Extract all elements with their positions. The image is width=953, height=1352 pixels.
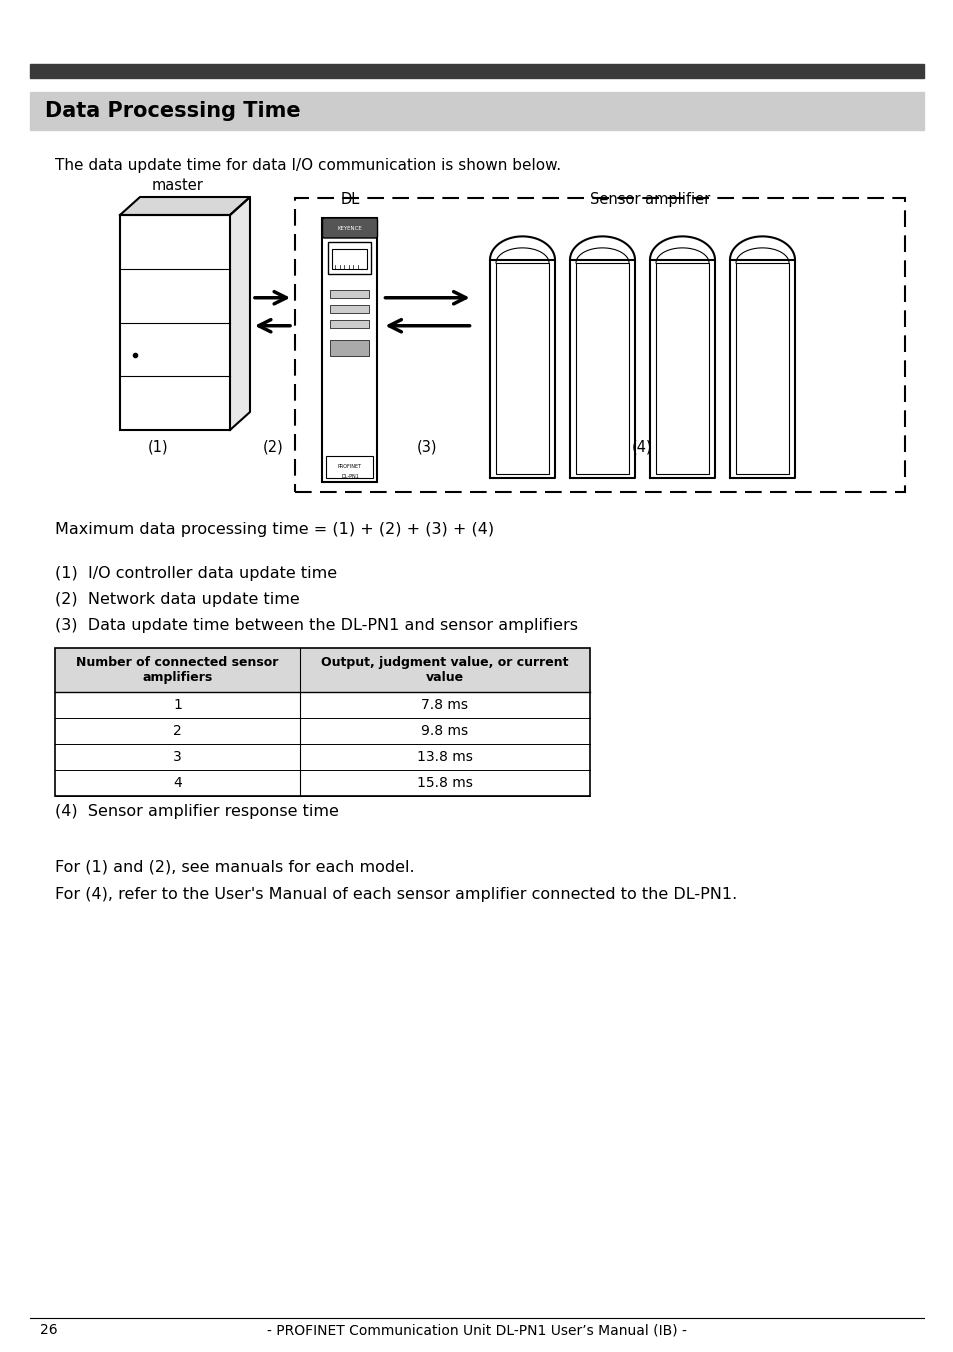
Text: DL-PN1: DL-PN1 [341,475,358,480]
Text: 2: 2 [172,725,182,738]
Text: (3)  Data update time between the DL-PN1 and sensor amplifiers: (3) Data update time between the DL-PN1 … [55,618,578,633]
Text: (4)  Sensor amplifier response time: (4) Sensor amplifier response time [55,804,338,819]
Bar [55,648,589,796]
Text: For (4), refer to the User's Manual of each sensor amplifier connected to the DL: For (4), refer to the User's Manual of e… [55,887,737,902]
Text: 15.8 ms: 15.8 ms [416,776,473,790]
Bar [120,215,230,430]
Text: Sensor amplifier: Sensor amplifier [589,192,709,207]
Text: 9.8 ms: 9.8 ms [421,725,468,738]
Text: master: master [152,178,204,193]
Text: Maximum data processing time = (1) + (2) + (3) + (4): Maximum data processing time = (1) + (2)… [55,522,494,537]
Text: (4): (4) [632,439,652,456]
Text: (3): (3) [416,439,437,456]
Polygon shape [230,197,250,430]
Text: The data update time for data I/O communication is shown below.: The data update time for data I/O commun… [55,158,560,173]
Bar [330,339,369,356]
Bar [576,264,628,475]
Text: Data Processing Time: Data Processing Time [45,101,300,120]
Bar [330,306,369,314]
Text: - PROFINET Communication Unit DL-PN1 User’s Manual (IB) -: - PROFINET Communication Unit DL-PN1 Use… [267,1324,686,1337]
Bar [735,264,788,475]
Text: KEYENCE: KEYENCE [337,227,362,231]
Bar [55,648,589,692]
Text: For (1) and (2), see manuals for each model.: For (1) and (2), see manuals for each mo… [55,859,415,873]
Bar [330,289,369,297]
Polygon shape [120,197,250,215]
Text: 3: 3 [172,750,182,764]
Text: DL: DL [340,192,359,207]
Text: 7.8 ms: 7.8 ms [421,698,468,713]
Bar [30,64,923,78]
Text: PROFINET: PROFINET [337,465,362,469]
Bar [30,92,923,130]
Bar [326,456,374,479]
FancyBboxPatch shape [322,218,377,238]
Text: Output, judgment value, or current
value: Output, judgment value, or current value [321,656,568,684]
Bar [330,320,369,329]
Text: Number of connected sensor
amplifiers: Number of connected sensor amplifiers [76,656,278,684]
Text: (2): (2) [263,439,284,456]
Text: (1)  I/O controller data update time: (1) I/O controller data update time [55,566,336,581]
Text: (1): (1) [148,439,169,456]
Text: 26: 26 [40,1324,57,1337]
Text: (2)  Network data update time: (2) Network data update time [55,592,299,607]
Bar [496,264,548,475]
Bar [656,264,708,475]
Text: 1: 1 [172,698,182,713]
Text: 13.8 ms: 13.8 ms [416,750,473,764]
Bar [328,242,371,274]
Text: 4: 4 [172,776,182,790]
Bar [322,218,377,483]
Bar [333,249,367,269]
Bar [294,197,904,492]
